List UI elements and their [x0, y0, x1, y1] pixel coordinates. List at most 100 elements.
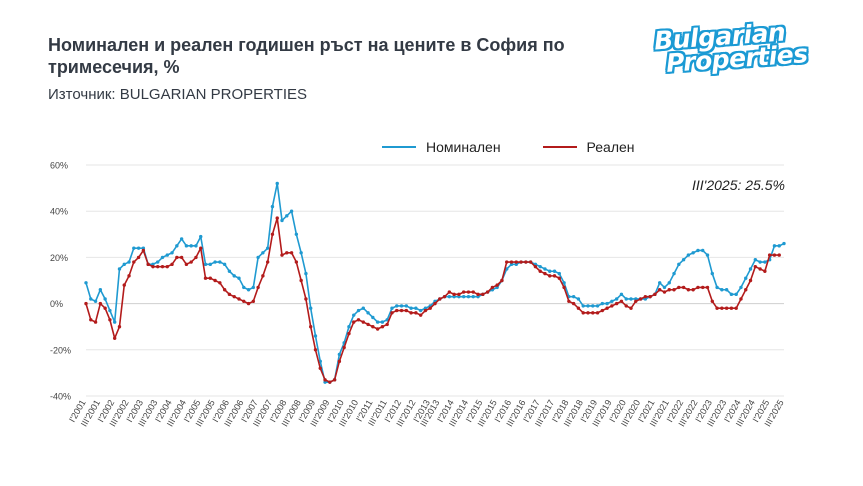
data-point-nominal — [390, 306, 394, 310]
data-point-real — [533, 264, 538, 269]
data-point-nominal — [576, 297, 581, 301]
data-point-nominal — [686, 253, 691, 257]
legend-label-nominal: Номинален — [426, 139, 501, 155]
data-point-real — [571, 301, 576, 306]
data-point-nominal — [581, 304, 585, 308]
data-point-nominal — [715, 285, 719, 290]
data-point-real — [777, 253, 781, 257]
data-point-real — [318, 366, 322, 370]
data-point-real — [242, 299, 246, 303]
data-point-real — [289, 251, 294, 255]
data-point-nominal — [347, 325, 351, 329]
data-point-nominal — [309, 306, 313, 310]
data-point-real — [122, 283, 126, 287]
data-point-real — [265, 260, 270, 264]
data-point-real — [476, 292, 480, 297]
data-point-real — [218, 281, 222, 285]
data-point-real — [304, 297, 308, 301]
data-point-real — [127, 274, 131, 278]
data-point-nominal — [595, 304, 600, 308]
data-point-nominal — [132, 246, 136, 250]
data-point-real — [418, 313, 423, 317]
data-point-real — [447, 290, 452, 294]
data-point-real — [729, 306, 734, 310]
data-point-nominal — [237, 276, 241, 280]
data-point-real — [624, 304, 628, 308]
chart-legend: Номинален Реален — [382, 137, 677, 157]
data-point-real — [758, 267, 762, 271]
data-point-real — [160, 264, 165, 269]
data-point-nominal — [562, 281, 566, 285]
data-point-real — [495, 283, 499, 287]
data-point-nominal — [748, 267, 753, 271]
data-point-real — [179, 255, 184, 260]
data-point-real — [433, 301, 437, 306]
y-tick-label: -40% — [50, 392, 71, 402]
data-point-real — [184, 262, 189, 267]
data-point-real — [261, 274, 265, 278]
data-point-real — [658, 288, 662, 292]
data-point-nominal — [203, 262, 208, 267]
data-point-real — [270, 232, 275, 236]
data-point-nominal — [619, 292, 624, 297]
data-point-real — [696, 285, 700, 290]
data-point-nominal — [246, 288, 251, 292]
data-point-nominal — [414, 306, 418, 310]
data-point-real — [108, 318, 112, 322]
data-point-real — [538, 269, 542, 273]
data-point-real — [323, 378, 327, 382]
data-point-real — [222, 288, 227, 292]
data-point-real — [614, 301, 619, 306]
data-point-real — [395, 308, 399, 313]
data-point-nominal — [218, 260, 222, 264]
data-point-nominal — [758, 260, 762, 264]
data-point-nominal — [285, 214, 289, 218]
data-point-nominal — [304, 271, 308, 276]
data-point-real — [371, 325, 375, 329]
data-point-real — [667, 288, 671, 292]
data-point-nominal — [777, 244, 781, 248]
data-point-nominal — [744, 276, 748, 280]
data-point-real — [256, 285, 260, 290]
data-point-nominal — [127, 260, 131, 264]
data-point-real — [471, 290, 475, 294]
data-point-nominal — [242, 285, 246, 290]
data-point-nominal — [280, 218, 284, 223]
data-point-real — [691, 288, 695, 292]
data-point-real — [170, 262, 174, 267]
data-point-real — [610, 304, 614, 308]
legend-item-nominal[interactable]: Номинален — [382, 139, 501, 155]
chart-title: Номинален и реален годишен ръст на ценит… — [48, 35, 565, 77]
data-point-nominal — [294, 232, 299, 236]
data-point-real — [313, 348, 318, 352]
data-point-real — [710, 299, 714, 303]
data-point-nominal — [179, 237, 184, 241]
data-point-real — [643, 294, 648, 299]
data-point-real — [634, 299, 638, 303]
data-point-real — [581, 311, 585, 315]
data-point-real — [629, 306, 633, 310]
data-point-nominal — [701, 248, 705, 253]
data-point-real — [84, 301, 88, 306]
data-point-nominal — [571, 294, 576, 299]
data-point-nominal — [261, 251, 265, 255]
data-point-real — [237, 297, 241, 301]
data-point-real — [457, 292, 461, 297]
data-point-real — [567, 299, 571, 303]
data-point-real — [342, 345, 346, 350]
data-point-real — [552, 274, 557, 278]
data-point-real — [390, 311, 394, 315]
data-point-nominal — [89, 297, 93, 301]
data-point-real — [409, 311, 413, 315]
data-point-real — [605, 306, 609, 310]
data-point-nominal — [366, 311, 370, 315]
data-point-real — [132, 260, 136, 264]
data-point-nominal — [605, 301, 609, 306]
data-point-nominal — [184, 244, 189, 248]
legend-item-real[interactable]: Реален — [542, 139, 635, 155]
data-point-real — [213, 278, 217, 283]
y-tick-label: 40% — [50, 207, 68, 217]
data-point-nominal — [112, 320, 117, 324]
data-point-real — [767, 253, 772, 257]
data-point-nominal — [782, 241, 786, 246]
